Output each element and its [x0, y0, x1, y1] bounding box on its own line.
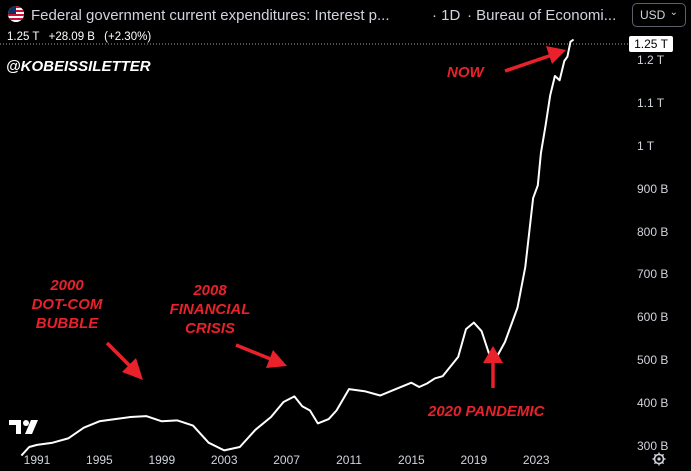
y-tick-label: 900 B	[637, 181, 669, 196]
last-price-tag: 1.25 T	[629, 36, 673, 52]
y-tick-label: 1.1 T	[637, 95, 665, 110]
tradingview-logo-icon[interactable]	[8, 416, 42, 436]
interval-label[interactable]: · 1D	[432, 7, 461, 24]
ohlc-readout: 1.25 T +28.09 B (+2.30%)	[7, 31, 157, 43]
change-value: +28.09 B	[48, 31, 95, 43]
annotation-financial: 2008 FINANCIAL CRISIS	[169, 282, 251, 337]
series-group	[20, 38, 575, 457]
chart-header: Federal government current expenditures:…	[0, 0, 691, 30]
annotation-pandemic: 2020 PANDEMIC	[428, 403, 545, 420]
x-tick-label: 1991	[23, 453, 51, 467]
arrow-pandemic	[483, 346, 503, 388]
x-tick-label: 2019	[460, 453, 488, 467]
x-tick-label: 2011	[336, 453, 362, 467]
y-tick-label: 600 B	[637, 310, 669, 325]
y-tick-label: 400 B	[637, 396, 669, 411]
gear-icon[interactable]	[652, 452, 666, 466]
arrow-financial	[235, 343, 287, 368]
y-tick-label: 300 B	[637, 439, 669, 453]
annotation-arrows	[105, 46, 566, 388]
y-tick-label: 800 B	[637, 224, 669, 239]
annotation-dotcom: 2000 DOT-COM BUBBLE	[31, 277, 103, 332]
annotation-now: NOW	[447, 64, 484, 81]
arrow-dotcom	[105, 341, 143, 380]
y-tick-label: 1 T	[637, 138, 655, 153]
us-flag-icon	[8, 6, 24, 22]
series-title[interactable]: Federal government current expenditures:…	[31, 7, 390, 24]
x-tick-label: 2007	[273, 453, 300, 467]
series-line-0	[20, 38, 575, 457]
y-tick-label: 500 B	[637, 353, 669, 368]
x-tick-label: 1999	[148, 453, 176, 467]
change-percent: (+2.30%)	[104, 31, 152, 43]
y-tick-label: 700 B	[637, 267, 669, 282]
currency-selector[interactable]: USD ⌄	[632, 3, 686, 27]
last-value: 1.25 T	[7, 31, 40, 43]
watermark-handle: @KOBEISSILETTER	[6, 58, 151, 75]
x-tick-label: 2003	[210, 453, 238, 467]
x-tick-label: 1995	[86, 453, 113, 467]
y-tick-label: 1.2 T	[637, 53, 665, 67]
chevron-down-icon: ⌄	[669, 7, 678, 18]
source-label[interactable]: · Bureau of Economi...	[467, 7, 617, 24]
arrow-now	[504, 46, 566, 73]
x-tick-label: 2023	[522, 453, 550, 467]
x-tick-label: 2015	[398, 453, 425, 467]
currency-label: USD	[640, 8, 666, 22]
